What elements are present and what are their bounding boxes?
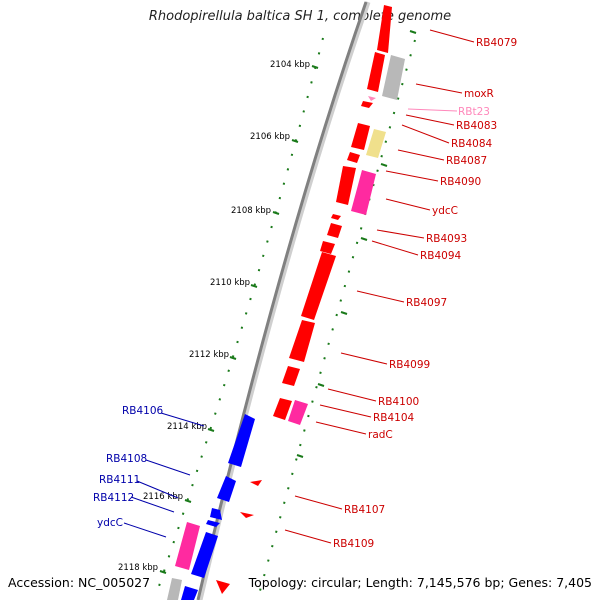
- kbp-tick-mark: [272, 211, 280, 215]
- gene-yellow[interactable]: [366, 129, 386, 158]
- forward-genes: [216, 5, 392, 594]
- kbp-tick-label: 2104 kbp: [270, 60, 310, 70]
- gene-rb4094[interactable]: [320, 241, 335, 254]
- label-moxr[interactable]: moxR: [464, 88, 494, 100]
- gene-moxr[interactable]: [367, 52, 385, 92]
- gene-rb4083[interactable]: [361, 101, 373, 108]
- gene-rb4100[interactable]: [282, 366, 300, 386]
- label-rb4097[interactable]: RB4097: [406, 297, 447, 309]
- label-rb4107[interactable]: RB4107: [344, 504, 385, 516]
- label-rb4112[interactable]: RB4112: [93, 492, 134, 504]
- gene-rb4084[interactable]: [351, 123, 370, 150]
- label-rb4090[interactable]: RB4090: [440, 176, 481, 188]
- label-rb4093[interactable]: RB4093: [426, 233, 467, 245]
- gene-rb4097[interactable]: [301, 252, 336, 320]
- gene-rbt23[interactable]: [368, 96, 376, 101]
- label-rbt23[interactable]: RBt23: [458, 106, 490, 118]
- label-radc[interactable]: radC: [368, 429, 393, 441]
- gene-ydcc-rev[interactable]: [191, 532, 218, 578]
- gene-rb4093[interactable]: [327, 223, 342, 238]
- gene-ydcc[interactable]: [331, 214, 341, 220]
- kbp-tick-mark: [311, 65, 319, 69]
- gene-rb4099[interactable]: [289, 320, 315, 362]
- gene-rb4087[interactable]: [347, 152, 360, 163]
- outer-arc-marks: [296, 30, 417, 458]
- gene-rb4109[interactable]: [240, 512, 254, 518]
- kbp-tick-label: 2116 kbp: [143, 492, 183, 502]
- label-rb4084[interactable]: RB4084: [451, 138, 493, 150]
- gene-blue-bottom[interactable]: [181, 586, 198, 600]
- gene-pink-radc[interactable]: [288, 400, 308, 425]
- label-rb4079[interactable]: RB4079: [476, 37, 517, 49]
- kbp-ticks: 2104 kbp 2106 kbp 2108 kbp 2110 kbp 2112…: [118, 60, 319, 574]
- label-rb4104[interactable]: RB4104: [373, 412, 415, 424]
- kbp-tick-mark: [207, 428, 215, 432]
- label-rb4109[interactable]: RB4109: [333, 538, 374, 550]
- topology-text: Topology: circular; Length: 7,145,576 bp…: [248, 575, 592, 590]
- gene-extra[interactable]: [216, 580, 230, 594]
- leader-lines: [123, 29, 475, 544]
- kbp-tick-label: 2110 kbp: [210, 278, 250, 288]
- kbp-tick-mark: [250, 284, 258, 288]
- guide-arc-outer: [257, 39, 416, 599]
- kbp-tick-mark: [159, 570, 167, 574]
- gene-rb4108[interactable]: [217, 476, 236, 502]
- reverse-labels: RB4106 RB4108 RB4111 RB4112 ydcC: [93, 405, 164, 529]
- label-rb4100[interactable]: RB4100: [378, 396, 419, 408]
- gene-rb4079[interactable]: [377, 5, 392, 53]
- gene-rb4107[interactable]: [250, 480, 262, 486]
- gene-rb4090[interactable]: [336, 166, 356, 205]
- backbone-shadow: [197, 1, 371, 600]
- backbone: [196, 1, 368, 600]
- accession-text: Accession: NC_005027: [8, 575, 151, 590]
- kbp-tick-mark: [184, 499, 192, 503]
- kbp-tick-label: 2112 kbp: [189, 350, 229, 360]
- gene-rb4104[interactable]: [273, 398, 292, 420]
- label-ydcc-rev[interactable]: ydcC: [97, 517, 123, 529]
- kbp-tick-label: 2114 kbp: [167, 422, 207, 432]
- label-rb4094[interactable]: RB4094: [420, 250, 462, 262]
- label-rb4087[interactable]: RB4087: [446, 155, 487, 167]
- gene-pink-ydcc[interactable]: [175, 522, 200, 570]
- label-ydcc-fwd[interactable]: ydcC: [432, 205, 458, 217]
- kbp-tick-label: 2118 kbp: [118, 563, 158, 573]
- kbp-tick-label: 2108 kbp: [231, 206, 271, 216]
- kbp-tick-mark: [229, 356, 237, 360]
- label-rb4083[interactable]: RB4083: [456, 120, 497, 132]
- gene-pink-rb4090[interactable]: [351, 170, 376, 215]
- kbp-tick-mark: [291, 139, 299, 143]
- reverse-genes: [181, 414, 255, 600]
- label-rb4108[interactable]: RB4108: [106, 453, 147, 465]
- kbp-tick-label: 2106 kbp: [250, 132, 290, 142]
- forward-labels: RB4079 moxR RBt23 RB4083 RB4084 RB4087 R…: [333, 37, 517, 550]
- map-title: Rhodopirellula baltica SH 1, complete ge…: [148, 9, 452, 24]
- gene-rb4112[interactable]: [206, 520, 220, 527]
- gene-rb4106[interactable]: [228, 414, 255, 467]
- label-rb4111[interactable]: RB4111: [99, 474, 140, 486]
- label-rb4106[interactable]: RB4106: [122, 405, 164, 417]
- label-rb4099[interactable]: RB4099: [389, 359, 430, 371]
- gene-rb4111[interactable]: [210, 508, 222, 520]
- gene-grey-bottom[interactable]: [167, 578, 182, 600]
- gene-moxr-pseudo[interactable]: [382, 55, 405, 100]
- guide-arc-inner: [154, 37, 324, 599]
